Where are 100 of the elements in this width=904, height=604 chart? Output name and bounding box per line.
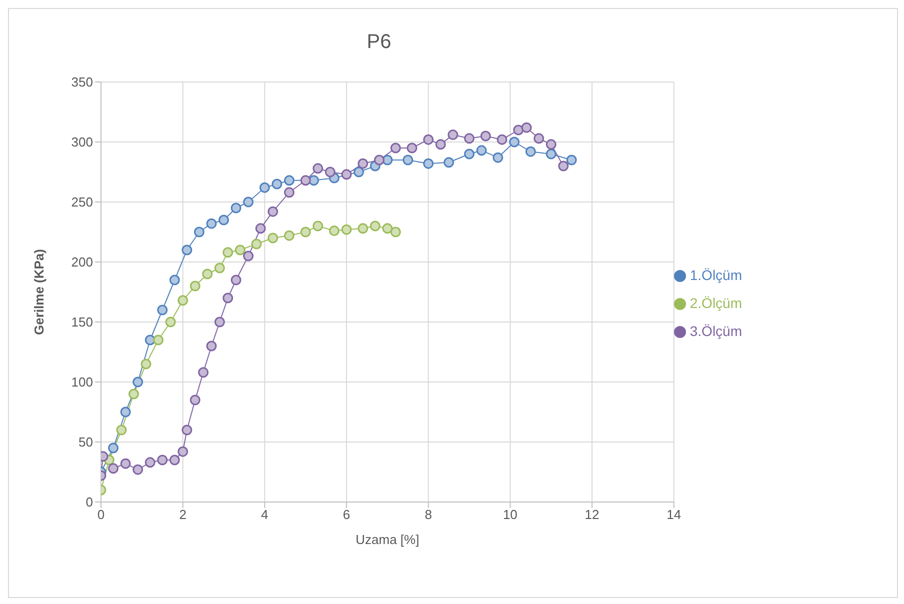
point [243,196,254,208]
point [390,226,401,238]
x-tick-label: 12 [584,507,600,522]
legend-label: 1.Ölçüm [690,267,742,283]
point [435,139,446,150]
point [222,247,234,258]
point [272,178,282,190]
point [132,464,144,475]
point [521,122,532,133]
x-tick-label: 2 [179,507,186,522]
y-tick-label: 50 [78,434,93,450]
y-tick-label: 0 [86,494,93,510]
point [284,187,294,198]
point [182,244,192,256]
point [255,223,266,234]
point [268,232,278,244]
point [312,163,324,174]
point [169,274,180,286]
point [509,136,520,148]
point [354,166,364,178]
point [464,133,475,144]
point [140,358,152,370]
point [132,376,144,388]
point [222,292,234,304]
point [546,148,556,160]
point [390,142,401,154]
point [178,446,188,457]
point [374,154,385,166]
y-tick-label: 300 [71,134,93,150]
point [194,226,204,238]
point [165,316,176,328]
point [120,406,131,418]
point [251,238,262,250]
point [492,152,504,163]
point [382,223,393,234]
point [268,206,278,217]
x-tick-label: 8 [424,507,432,522]
point [259,182,270,193]
point [370,220,380,232]
point [230,202,242,214]
y-tick-label: 200 [71,254,93,270]
point [525,146,536,157]
chart-title: P6 [366,31,392,54]
x-tick-label: 0 [97,507,105,522]
point [128,388,139,400]
point [202,268,213,280]
point [546,139,556,150]
point [358,223,368,234]
point [402,154,414,166]
point [157,454,168,466]
point [234,244,246,256]
y-tick-label: 250 [71,194,93,210]
x-tick-label: 14 [666,507,682,522]
x-tick-label: 4 [261,507,268,522]
point [206,218,217,229]
point [300,175,311,186]
point [157,304,168,316]
point [120,458,131,469]
point [308,175,320,186]
point [341,224,352,235]
point [198,367,209,378]
point [206,340,217,352]
point [169,454,180,466]
point [178,295,188,306]
x-axis-title: Uzama [%] [356,532,420,547]
point [300,226,311,238]
point [284,230,294,241]
point [566,154,577,166]
point [214,262,225,274]
point [214,316,225,328]
point [534,133,544,144]
point [144,457,156,468]
point [423,134,434,145]
point [496,134,508,145]
point [312,220,324,232]
point [108,463,119,474]
point [476,145,487,156]
point [464,148,475,160]
point [444,157,454,168]
point [448,130,458,140]
point [480,130,491,142]
point [116,424,127,436]
point [230,274,242,286]
point [328,226,340,236]
y-tick-label: 350 [71,74,93,90]
point [406,142,418,154]
point [218,214,230,226]
point [243,250,254,262]
point [341,169,352,180]
point [182,424,192,436]
point [558,160,569,172]
point [190,280,200,292]
point [513,124,524,136]
legend-label: 2.Ölçüm [690,295,742,311]
point [284,175,294,186]
point [153,334,164,346]
y-tick-label: 100 [71,374,93,390]
y-tick-label: 150 [71,314,93,330]
point [423,158,434,169]
x-tick-label: 6 [342,507,350,522]
